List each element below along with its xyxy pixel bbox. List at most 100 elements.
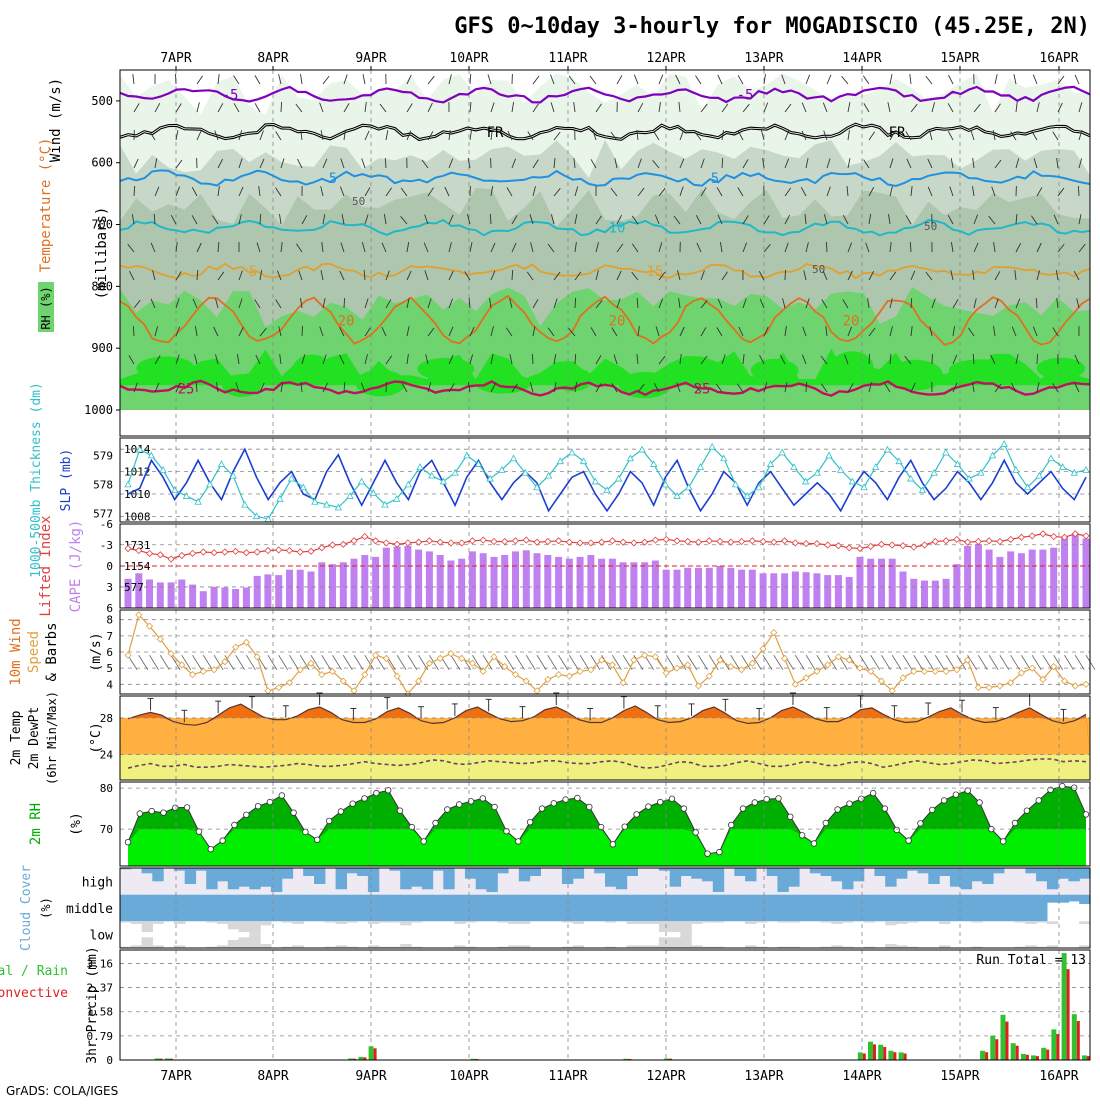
cloud-bar-middle <box>1036 895 1047 922</box>
cloud-bar-middle <box>486 895 497 922</box>
cape-bar <box>910 579 917 608</box>
ua-label-temp: Temperature (°C) <box>38 138 54 273</box>
rh2m-point <box>326 818 332 824</box>
cloud-low-overlay <box>680 933 691 948</box>
rh2m-point <box>953 792 959 798</box>
ua-ytick-900: 900 <box>91 341 113 355</box>
cape-axis-label: CAPE (J/kg) <box>68 520 84 613</box>
cloud-bar-high <box>303 868 314 876</box>
cloud-bar-middle <box>853 895 864 922</box>
cape-bar <box>577 557 584 608</box>
cloud-bar-high <box>573 868 584 879</box>
cloud-bar-high <box>745 868 756 881</box>
cloud-bar-middle <box>260 895 271 922</box>
rh2m-point <box>705 851 711 857</box>
cloud-bar-middle <box>605 895 616 922</box>
li-axis-label: Lifted Index <box>38 515 54 616</box>
cloud-bar-middle <box>433 895 444 922</box>
cape-bar <box>329 564 336 608</box>
cape-bar <box>727 568 734 608</box>
rh-blob-10 <box>831 351 874 383</box>
rh2m-point <box>1071 785 1077 791</box>
wind10m-label-1: 10m Wind <box>8 618 24 685</box>
precip-total-bar <box>1062 953 1067 1060</box>
cloud-bar-high <box>217 868 228 881</box>
rh2m-point <box>267 799 273 805</box>
cloud-bar-middle <box>637 895 648 922</box>
cloud-bar-high <box>993 868 1004 873</box>
li-tick-2: 0 <box>106 560 113 573</box>
rh-blob-12 <box>949 359 1013 380</box>
cloud-bar-middle <box>142 895 153 922</box>
precip-total-bar <box>1082 1055 1087 1060</box>
cape-bar <box>706 568 713 608</box>
temp-lower-area <box>120 718 1090 755</box>
cape-bar <box>1083 539 1090 608</box>
rh-blob-9 <box>751 359 799 382</box>
rh2m-point <box>776 796 782 802</box>
cloud-bar-middle <box>702 895 713 922</box>
cloud-bar-middle <box>292 895 303 922</box>
rh-tick-80: 80 <box>100 782 113 795</box>
rh2m-point <box>374 790 380 796</box>
cloud-bar-high <box>443 868 454 889</box>
cape-bar <box>792 572 799 609</box>
cloud-bar-high <box>249 868 260 889</box>
rh2m-point <box>965 788 971 794</box>
wind-barb <box>826 242 827 252</box>
cloud-bar-middle <box>777 895 788 922</box>
cloud-bar-middle <box>939 895 950 922</box>
cloud-bar-middle <box>831 895 842 922</box>
rh2m-point <box>587 804 593 810</box>
wind-barb <box>386 382 387 392</box>
date-label-bottom-7APR: 7APR <box>160 1069 191 1084</box>
precip-legend-conv: Convective <box>0 986 68 1001</box>
rh2m-point <box>1000 839 1006 845</box>
cloud-bar-middle <box>325 895 336 922</box>
date-label-bottom-14APR: 14APR <box>842 1069 881 1084</box>
rh-blob-2 <box>292 355 332 385</box>
cape-bar <box>749 570 756 608</box>
cloud-bar-middle <box>745 895 756 922</box>
wind-tick-6: 6 <box>106 646 113 659</box>
cloud-bar-high <box>874 868 885 876</box>
rh2m-point <box>303 829 309 835</box>
rh2m-point <box>882 806 888 812</box>
cape-bar <box>555 557 562 608</box>
cloud-low-overlay <box>885 944 896 948</box>
contour-label-5-0: 20 <box>338 313 355 329</box>
cloud-bar-high <box>918 868 929 873</box>
cloud-bar-middle <box>1058 895 1069 903</box>
cloud-bar-high <box>1047 868 1058 889</box>
rh2m-point <box>445 807 451 813</box>
precip-conv-bar <box>1077 1021 1080 1060</box>
cloud-bar-low <box>1047 921 1058 924</box>
rh2m-point <box>859 796 865 802</box>
precip-total-bar <box>899 1052 904 1060</box>
cloud-bar-low <box>907 921 918 922</box>
cloud-bar-high <box>1068 868 1079 881</box>
rh2m-point <box>255 803 261 809</box>
rh2m-point <box>551 801 557 807</box>
date-label-bottom-12APR: 12APR <box>646 1069 685 1084</box>
cloud-bar-high <box>627 868 638 876</box>
rh2m-point <box>740 806 746 812</box>
rh2m-point <box>137 811 143 817</box>
rh2m-point <box>799 833 805 839</box>
slp-bg <box>120 438 1090 522</box>
precip-conv-bar <box>995 1039 998 1060</box>
cloud-bar-high <box>152 868 163 881</box>
cloud-bar-middle <box>249 895 260 922</box>
cloud-bar-low <box>325 921 336 922</box>
cape-bar <box>641 562 648 608</box>
cloud-bar-high <box>486 868 497 892</box>
wind-barb <box>1078 186 1079 196</box>
cloud-bar-middle <box>540 895 551 922</box>
cape-bar <box>803 572 810 608</box>
precip-total-bar <box>1041 1048 1046 1060</box>
cloud-bar-low <box>885 921 896 925</box>
rh2m-point <box>539 806 545 812</box>
cloud-bar-middle <box>821 895 832 922</box>
cloud-bar-middle <box>400 895 411 922</box>
wind-tick-7: 7 <box>106 630 113 643</box>
